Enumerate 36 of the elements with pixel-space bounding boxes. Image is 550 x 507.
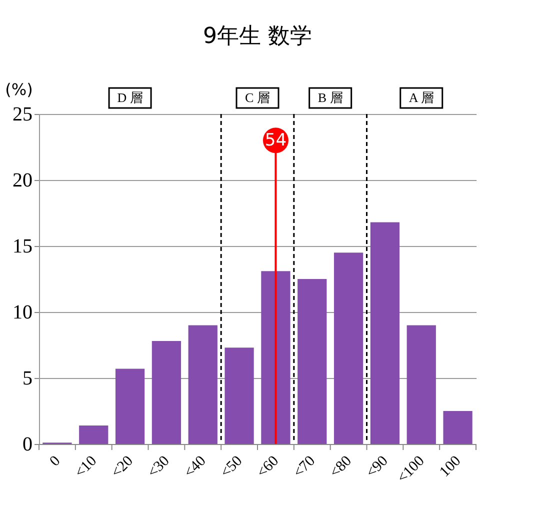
bar [79,426,108,444]
x-tick-label: <60 [254,453,282,481]
bar [188,325,218,444]
x-tick-label: 0 [46,453,64,470]
bar [261,271,290,444]
x-tick-label: <50 [218,453,246,481]
bar [443,411,472,444]
x-tick-label: <90 [363,453,392,481]
bar [224,348,254,444]
x-tick-label: <20 [108,453,136,481]
x-tick-label: <70 [290,453,318,481]
band-label: C 層 [245,90,270,105]
x-tick-label: <30 [144,453,173,481]
y-tick-label: 25 [12,104,32,126]
bar [298,279,327,444]
y-tick-label: 20 [12,170,32,192]
y-tick-label: 10 [12,302,32,324]
bar [406,325,436,444]
x-tick-label: 100 [436,453,464,480]
bar [152,341,182,444]
y-tick-label: 5 [22,368,32,390]
x-tick-label: <100 [394,453,428,486]
y-tick-label: 0 [22,434,32,456]
ref-line-label: 54 [264,130,287,150]
band-label: B 層 [318,90,343,105]
bar [115,368,145,444]
chart-title: 9年生 数学 [203,24,312,49]
y-axis-title: (%) [5,80,33,99]
band-label: A 層 [408,90,434,105]
x-tick-label: <80 [326,453,355,481]
bar [334,252,364,444]
y-tick-label: 15 [12,236,32,258]
band-label: D 層 [117,90,143,105]
x-tick-label: <40 [181,453,210,481]
x-tick-label: <10 [72,453,100,481]
bar [370,222,400,444]
